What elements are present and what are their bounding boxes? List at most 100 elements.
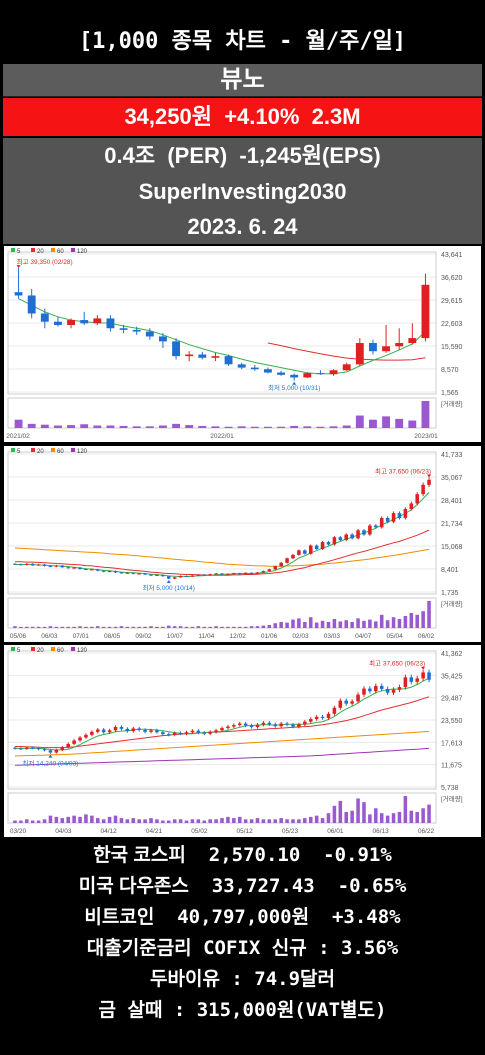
- volume-bar: [30, 820, 35, 823]
- volume-bar: [208, 819, 212, 823]
- candle-body: [297, 724, 301, 727]
- volume-bar: [214, 819, 218, 823]
- legend-label: 5: [17, 249, 21, 255]
- legend-label: 5: [17, 449, 21, 455]
- volume-bar: [54, 626, 59, 628]
- candle-body: [316, 373, 325, 375]
- candle-body: [42, 749, 47, 751]
- x-tick-label: 06/02: [418, 633, 435, 640]
- candle-body: [379, 517, 384, 528]
- volume-bar: [131, 818, 136, 823]
- candle-body: [249, 572, 254, 574]
- plot-border: [7, 451, 437, 595]
- volume-bar: [355, 415, 364, 428]
- candle-body: [40, 313, 49, 322]
- candle-body: [48, 750, 53, 753]
- x-tick-label: 03/20: [10, 828, 27, 835]
- candle-body: [30, 747, 35, 749]
- candle-body: [196, 730, 201, 733]
- candle-body: [326, 713, 331, 718]
- candle-body: [403, 677, 408, 688]
- volume-bar: [385, 815, 390, 823]
- weekly-chart: 41,733 35,067 28,401 21,734 15,068 8,401 1,735…: [4, 446, 481, 642]
- candle-body: [427, 479, 431, 485]
- volume-bar: [202, 820, 207, 823]
- y-tick-label: 35,425: [441, 673, 463, 680]
- volume-bar: [90, 626, 94, 628]
- candle-body: [14, 292, 23, 296]
- x-tick-label: 12/02: [230, 633, 247, 640]
- volume-bar: [249, 819, 254, 823]
- candle-body: [36, 564, 41, 566]
- candle-body: [211, 356, 220, 358]
- candle-body: [125, 728, 130, 732]
- candle-body: [237, 364, 246, 368]
- volume-bar: [184, 626, 189, 628]
- x-tick-label: 06/01: [327, 828, 344, 835]
- candle-body: [415, 494, 419, 504]
- volume-bar: [155, 819, 159, 823]
- volume-bar: [119, 425, 128, 428]
- candle-body: [350, 534, 354, 539]
- volume-bar: [27, 423, 36, 428]
- volume-bar: [25, 819, 29, 823]
- candle-body: [356, 530, 360, 539]
- candle-body: [308, 719, 313, 722]
- volume-bar: [143, 626, 147, 628]
- volume-bar: [316, 426, 325, 428]
- legend-label: 20: [37, 648, 44, 654]
- candle-body: [267, 569, 272, 572]
- author-line: SuperInvesting2030: [3, 174, 482, 210]
- candle-body: [54, 749, 59, 753]
- volume-bar: [113, 626, 118, 628]
- candle-body: [172, 732, 177, 735]
- candle-body: [232, 573, 236, 575]
- y-tick-label: 29,487: [441, 696, 463, 703]
- volume-bar: [273, 819, 278, 823]
- volume-bar: [314, 622, 319, 628]
- candle-body: [106, 318, 115, 329]
- volume-bar: [113, 815, 118, 823]
- candle-body: [101, 570, 106, 572]
- volume-bar: [264, 426, 272, 428]
- candle-body: [113, 571, 118, 573]
- candle-body: [385, 517, 390, 522]
- candle-body: [30, 563, 35, 566]
- volume-bar: [326, 813, 331, 823]
- low-marker: [166, 580, 171, 584]
- candle-body: [368, 688, 372, 692]
- candle-body: [342, 364, 351, 371]
- volume-bar: [54, 425, 62, 428]
- volume-bar: [13, 820, 17, 823]
- volume-bar: [36, 820, 41, 823]
- candle-body: [101, 729, 106, 733]
- kospi-change: -0.91%: [323, 844, 392, 866]
- volume-bar: [84, 626, 88, 628]
- volume-border: [7, 597, 437, 629]
- candle-body: [408, 338, 417, 344]
- volume-bar: [415, 811, 419, 823]
- x-tick-label: 04/12: [101, 828, 118, 835]
- x-tick-label: 2022/01: [210, 433, 234, 440]
- candle-body: [368, 525, 372, 535]
- candle-body: [421, 284, 430, 339]
- x-tick-label: 04/21: [146, 828, 163, 835]
- candle-body: [48, 565, 53, 567]
- candle-body: [403, 508, 408, 518]
- y-tick-label: 15,068: [441, 544, 463, 551]
- candle-body: [27, 295, 36, 314]
- candle-body: [374, 525, 378, 528]
- candle-body: [273, 724, 278, 727]
- candle-body: [397, 513, 402, 518]
- candle-body: [303, 550, 307, 554]
- candle-body: [66, 567, 70, 569]
- volume-bar: [155, 626, 159, 628]
- dubai-row: 두바이유 : 74.9달러: [150, 968, 335, 990]
- candle-body: [291, 724, 295, 727]
- volume-bar: [409, 810, 414, 823]
- volume-bar: [314, 815, 319, 823]
- volume-bar: [344, 620, 348, 628]
- candle-body: [255, 572, 260, 574]
- volume-bar: [107, 626, 112, 628]
- btc-row: 비트코인 40,797,000원 +3.48%: [0, 902, 485, 933]
